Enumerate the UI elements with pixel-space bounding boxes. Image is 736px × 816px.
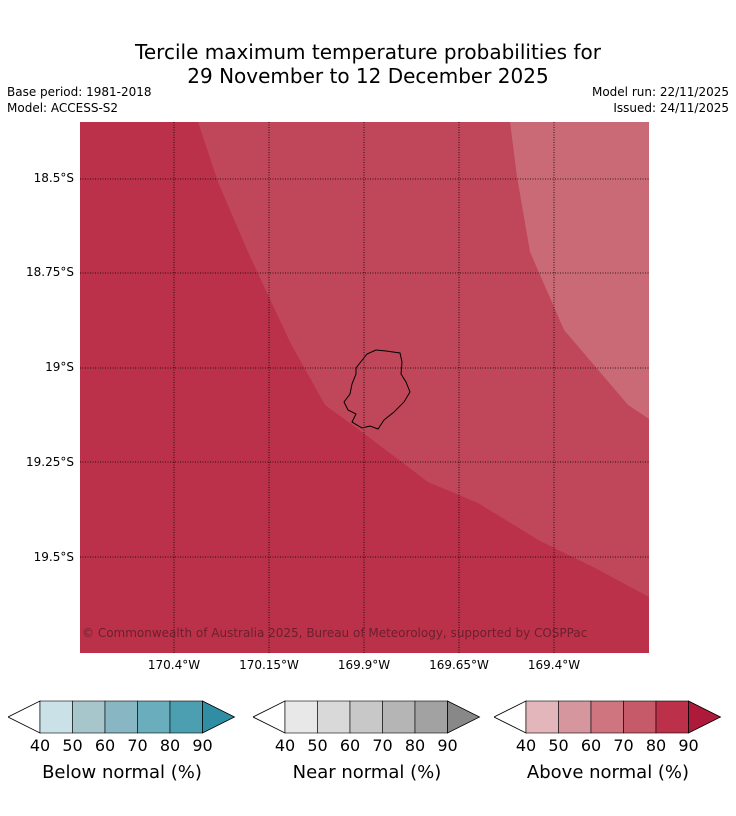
lon-label-169-65: 169.65°W <box>429 658 489 672</box>
below-normal-tick-label: 80 <box>159 736 181 755</box>
below-normal-under-arrow <box>8 700 41 734</box>
above-normal-segment <box>655 700 689 734</box>
above-normal-segment <box>623 700 657 734</box>
below-normal-over-arrow <box>202 700 236 734</box>
below-normal-tick-label: 50 <box>62 736 83 755</box>
near-normal-segment <box>317 700 351 734</box>
below-normal-segment <box>137 700 171 734</box>
issued-date: Issued: 24/11/2025 <box>613 101 729 115</box>
above-normal-tick-label: 40 <box>515 736 537 755</box>
near-normal-segment <box>382 700 416 734</box>
above-normal-colorbar-title: Above normal (%) <box>526 762 690 783</box>
near-normal-tick-label: 50 <box>307 736 328 755</box>
near-normal-colorbar <box>253 700 481 734</box>
below-normal-segment <box>169 700 203 734</box>
below-normal-tick-label: 40 <box>29 736 51 755</box>
near-normal-tick-label: 60 <box>339 736 361 755</box>
below-normal-tick-label: 90 <box>192 736 213 755</box>
lon-label-169-9: 169.9°W <box>337 658 391 672</box>
near-normal-segment <box>284 700 318 734</box>
below-normal-segment <box>104 700 138 734</box>
lat-label-19-25: 19.25°S <box>26 455 74 469</box>
niue-coastline <box>343 349 411 430</box>
lat-label-19: 19°S <box>45 360 74 374</box>
above-normal-60-region <box>510 122 649 419</box>
above-normal-tick-label: 70 <box>613 736 634 755</box>
near-normal-tick-label: 90 <box>437 736 458 755</box>
near-normal-segment <box>349 700 383 734</box>
lon-label-170-4: 170.4°W <box>147 658 201 672</box>
above-normal-tick-label: 50 <box>548 736 569 755</box>
near-normal-tick-label: 40 <box>274 736 296 755</box>
copyright-notice: © Commonwealth of Australia 2025, Bureau… <box>82 626 587 640</box>
lon-label-169-4: 169.4°W <box>527 658 581 672</box>
graticule <box>80 122 649 653</box>
above-normal-tick-label: 80 <box>645 736 667 755</box>
near-normal-tick-label: 70 <box>372 736 393 755</box>
base-period: Base period: 1981-2018 <box>7 85 152 99</box>
below-normal-segment <box>72 700 106 734</box>
map-title-line2: 29 November to 12 December 2025 <box>187 64 549 88</box>
near-normal-over-arrow <box>447 700 481 734</box>
map-title-line1: Tercile maximum temperature probabilitie… <box>135 40 601 64</box>
above-normal-under-arrow <box>494 700 527 734</box>
near-normal-under-arrow <box>253 700 286 734</box>
above-normal-segment <box>590 700 624 734</box>
near-normal-tick-label: 80 <box>404 736 426 755</box>
above-normal-segment <box>558 700 592 734</box>
above-normal-colorbar <box>494 700 722 734</box>
model-run: Model run: 22/11/2025 <box>591 85 729 99</box>
above-normal-over-arrow <box>688 700 722 734</box>
near-normal-colorbar-title: Near normal (%) <box>292 762 442 783</box>
lat-label-18-5: 18.5°S <box>33 171 74 185</box>
probability-map: © Commonwealth of Australia 2025, Bureau… <box>80 122 649 653</box>
near-normal-segment <box>414 700 448 734</box>
below-normal-colorbar-title: Below normal (%) <box>42 762 202 783</box>
above-normal-segment <box>525 700 559 734</box>
below-normal-tick-label: 70 <box>127 736 148 755</box>
below-normal-colorbar <box>8 700 236 734</box>
above-normal-tick-label: 90 <box>678 736 699 755</box>
below-normal-segment <box>39 700 73 734</box>
lat-label-18-75: 18.75°S <box>26 265 74 279</box>
lon-label-170-15: 170.15°W <box>239 658 299 672</box>
above-normal-tick-label: 60 <box>580 736 602 755</box>
below-normal-tick-label: 60 <box>94 736 116 755</box>
lat-label-19-5: 19.5°S <box>33 550 74 564</box>
above-normal-70-region <box>198 122 649 597</box>
model-name: Model: ACCESS-S2 <box>7 101 119 115</box>
